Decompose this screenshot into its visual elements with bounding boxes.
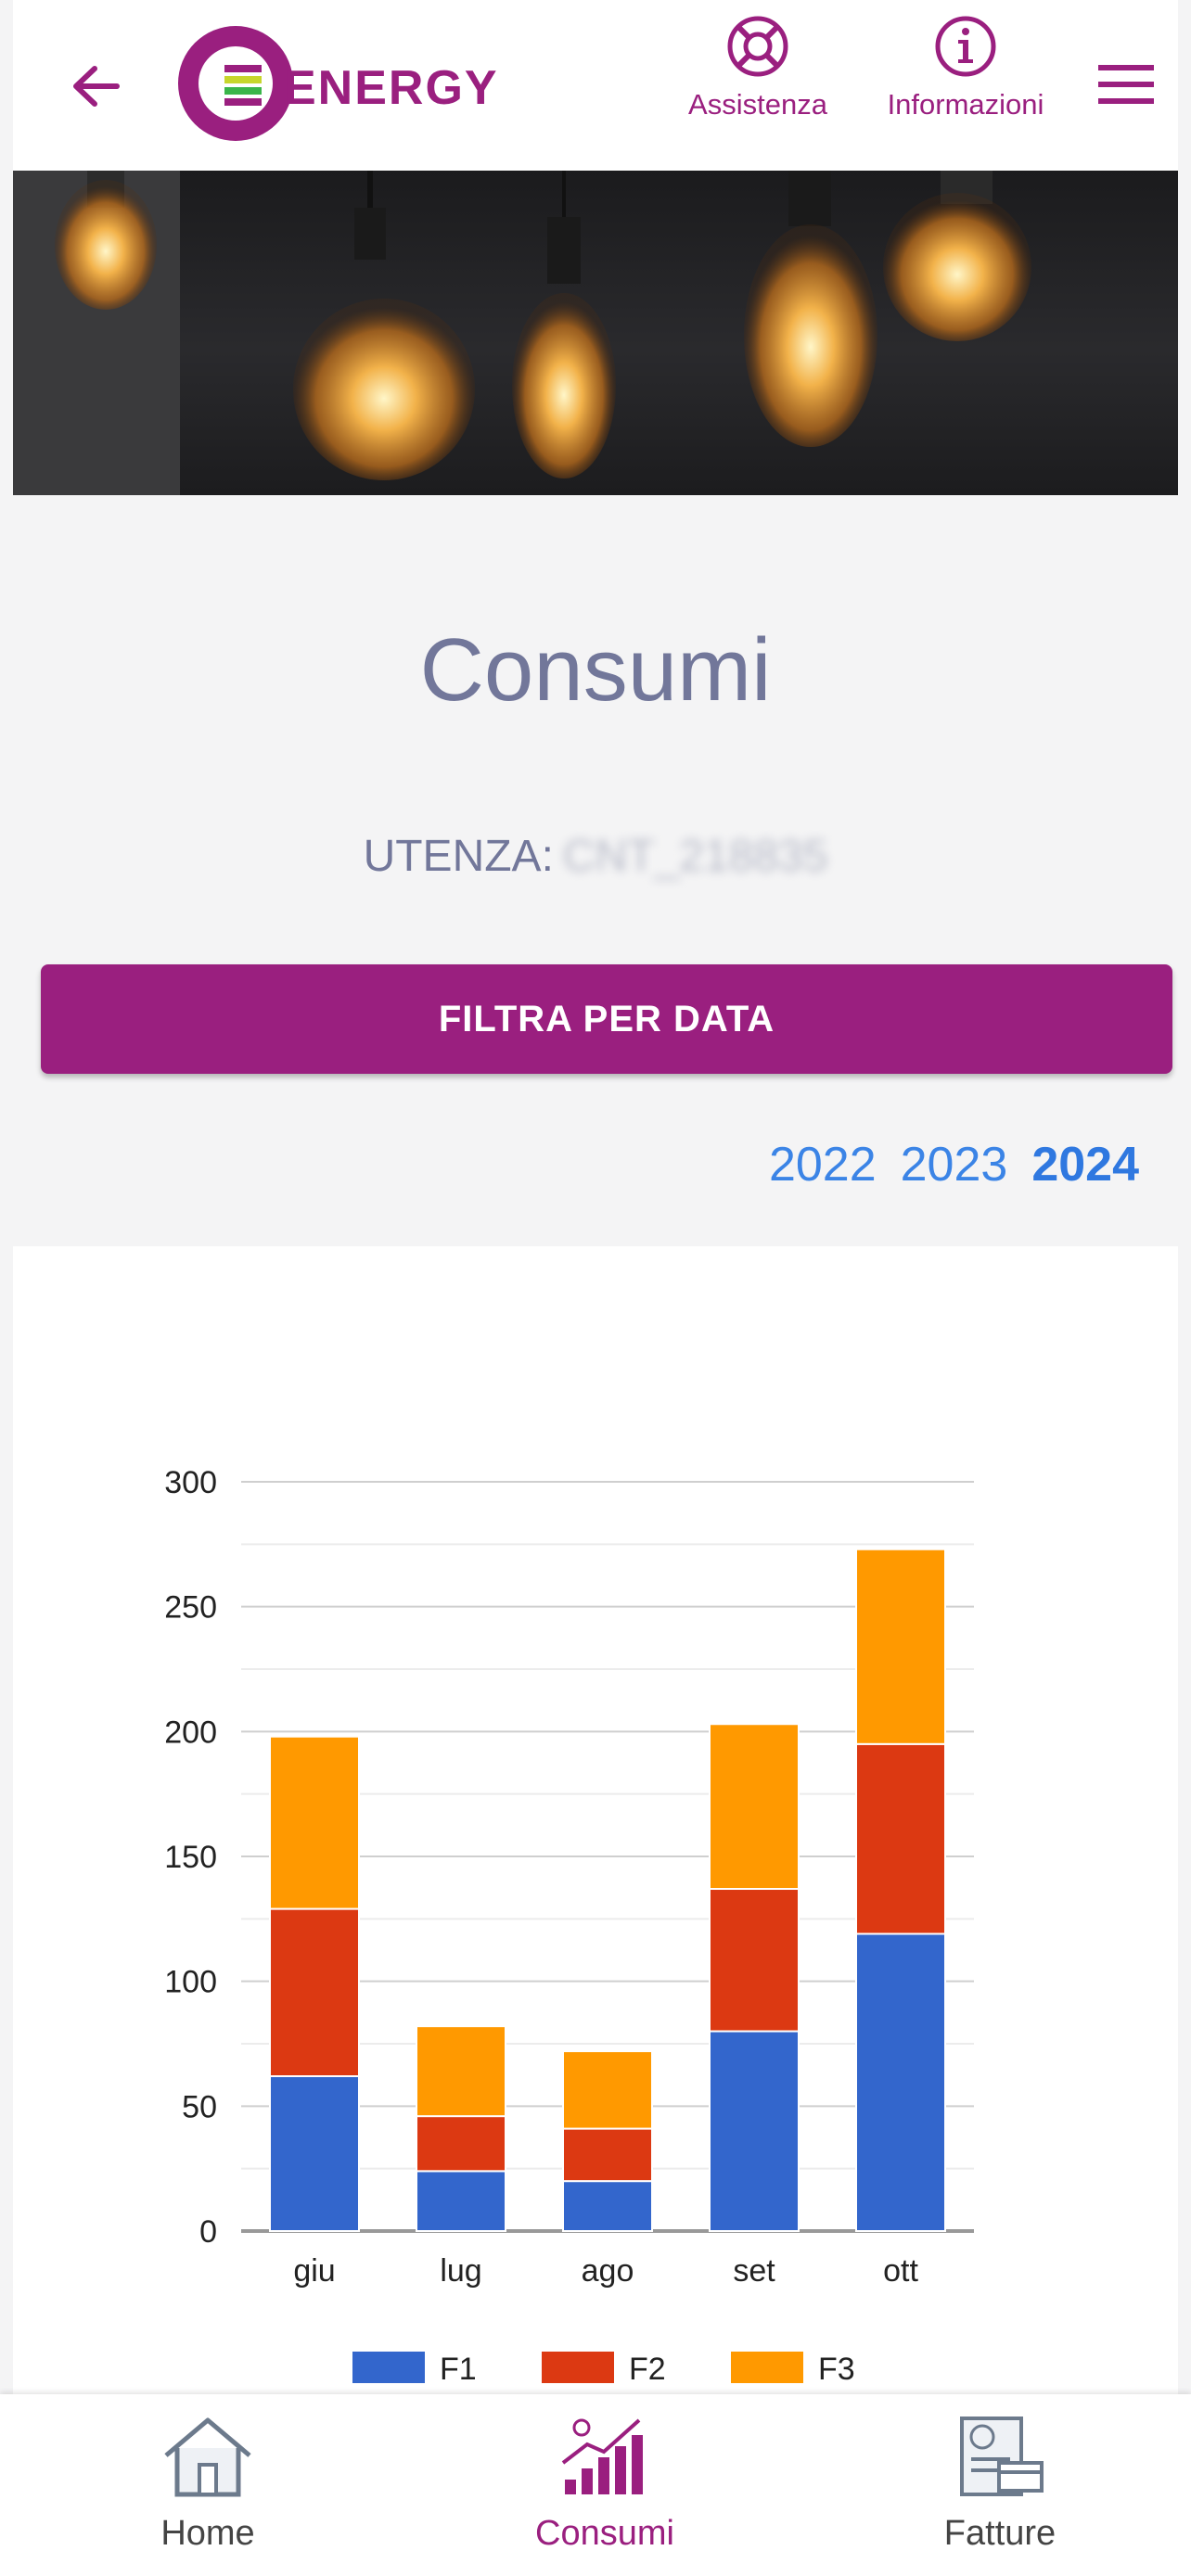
y-tick-label: 100 [164, 1965, 217, 2000]
legend-label-f1: F1 [440, 2352, 477, 2387]
back-arrow-icon[interactable] [59, 54, 134, 119]
bar-segment-f2 [269, 1907, 360, 2078]
page-title: Consumi [419, 620, 772, 720]
legend-label-f2: F2 [629, 2352, 666, 2387]
bar-segment-f3 [709, 1723, 800, 1891]
info-label: Informazioni [887, 88, 1044, 121]
y-tick-label: 250 [164, 1590, 217, 1626]
consumption-chart-card: 0 50 100 150 200 250 300 giu lug ago set ott F1 F2 F3 [13, 1246, 1178, 2396]
legend-swatch-f1 [352, 2352, 425, 2383]
utenza-label: UTENZA: [363, 832, 554, 881]
bar-segment-f3 [416, 2025, 506, 2118]
invoice-icon [960, 2417, 1044, 2496]
consumption-chart-icon [561, 2418, 643, 2494]
consumption-stacked-bar-chart: 0 50 100 150 200 250 300 giu lug ago set ott F1 F2 F3 [164, 1465, 974, 2387]
home-icon [164, 2417, 251, 2497]
year-link-2022[interactable]: 2022 [768, 1138, 877, 1192]
assistance-label: Assistenza [688, 88, 827, 121]
legend-label-f3: F3 [818, 2352, 855, 2387]
legend-swatch-f2 [542, 2352, 614, 2383]
x-tick-label: giu [293, 2253, 335, 2289]
nav-consumi-label: Consumi [535, 2514, 674, 2553]
x-tick-label: ott [883, 2253, 918, 2289]
x-tick-label: set [733, 2253, 775, 2289]
nav-home[interactable]: Home [87, 2411, 328, 2569]
bar-segment-f3 [855, 1548, 946, 1745]
bar-segment-f3 [269, 1735, 360, 1910]
info-link[interactable]: Informazioni [868, 13, 1063, 134]
nav-consumi[interactable]: Consumi [484, 2411, 725, 2569]
assistance-link[interactable]: Assistenza [660, 13, 855, 134]
energy-logo: ENERGY [173, 20, 506, 150]
x-tick-label: lug [440, 2253, 481, 2289]
bottom-navigation: Home Consumi Fatture [0, 2394, 1191, 2576]
year-link-2023[interactable]: 2023 [900, 1138, 1008, 1192]
bar-segment-f1 [416, 2170, 506, 2232]
y-tick-label: 200 [164, 1715, 217, 1750]
utenza-value: CNT_218835 [562, 832, 828, 881]
lifebuoy-icon [727, 16, 788, 77]
bar-segment-f1 [855, 1932, 946, 2232]
brand-text: ENERGY [284, 61, 499, 115]
bar-segment-f1 [562, 2180, 653, 2233]
bar-segment-f2 [562, 2127, 653, 2183]
y-tick-label: 0 [199, 2214, 217, 2250]
filter-by-date-button[interactable]: FILTRA PER DATA [41, 964, 1172, 1074]
year-selector: 2022 2023 2024 [769, 1137, 1139, 1192]
x-tick-label: ago [582, 2253, 634, 2289]
nav-home-label: Home [160, 2514, 255, 2553]
bar-segment-f2 [416, 2115, 506, 2173]
y-tick-label: 300 [164, 1465, 217, 1500]
info-icon [935, 16, 996, 77]
legend-swatch-f3 [731, 2352, 803, 2383]
nav-fatture-label: Fatture [943, 2514, 1057, 2553]
hamburger-menu-icon[interactable] [1089, 57, 1163, 113]
y-tick-label: 50 [182, 2089, 217, 2124]
bar-segment-f1 [709, 2030, 800, 2232]
bar-segment-f2 [855, 1742, 946, 1935]
utenza-line: UTENZA: CNT_218835 [0, 831, 1191, 882]
y-tick-label: 150 [164, 1840, 217, 1875]
hero-light-bulbs-image [13, 171, 1178, 495]
nav-fatture[interactable]: Fatture [879, 2411, 1121, 2569]
bar-segment-f1 [269, 2075, 360, 2232]
bar-segment-f3 [562, 2050, 653, 2130]
app-header: ENERGY Assistenza Informazioni [13, 0, 1178, 171]
bar-segment-f2 [709, 1888, 800, 2033]
year-link-2024[interactable]: 2024 [1031, 1138, 1139, 1192]
